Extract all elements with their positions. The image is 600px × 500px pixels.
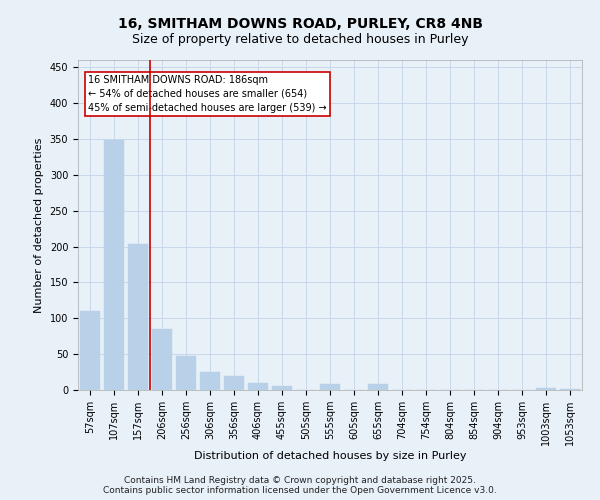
Y-axis label: Number of detached properties: Number of detached properties — [34, 138, 44, 312]
Text: Contains HM Land Registry data © Crown copyright and database right 2025.
Contai: Contains HM Land Registry data © Crown c… — [103, 476, 497, 495]
Bar — [368, 384, 388, 390]
Text: 16 SMITHAM DOWNS ROAD: 186sqm
← 54% of detached houses are smaller (654)
45% of : 16 SMITHAM DOWNS ROAD: 186sqm ← 54% of d… — [88, 75, 327, 113]
X-axis label: Distribution of detached houses by size in Purley: Distribution of detached houses by size … — [194, 450, 466, 460]
Bar — [128, 244, 148, 390]
Bar — [320, 384, 340, 390]
Bar — [536, 388, 556, 390]
Bar — [104, 140, 124, 390]
Bar — [272, 386, 292, 390]
Bar — [80, 311, 100, 390]
Bar — [176, 356, 196, 390]
Bar — [152, 329, 172, 390]
Bar — [560, 388, 580, 390]
Bar — [200, 372, 220, 390]
Bar — [224, 376, 244, 390]
Bar — [248, 383, 268, 390]
Text: Size of property relative to detached houses in Purley: Size of property relative to detached ho… — [132, 32, 468, 46]
Text: 16, SMITHAM DOWNS ROAD, PURLEY, CR8 4NB: 16, SMITHAM DOWNS ROAD, PURLEY, CR8 4NB — [118, 18, 482, 32]
